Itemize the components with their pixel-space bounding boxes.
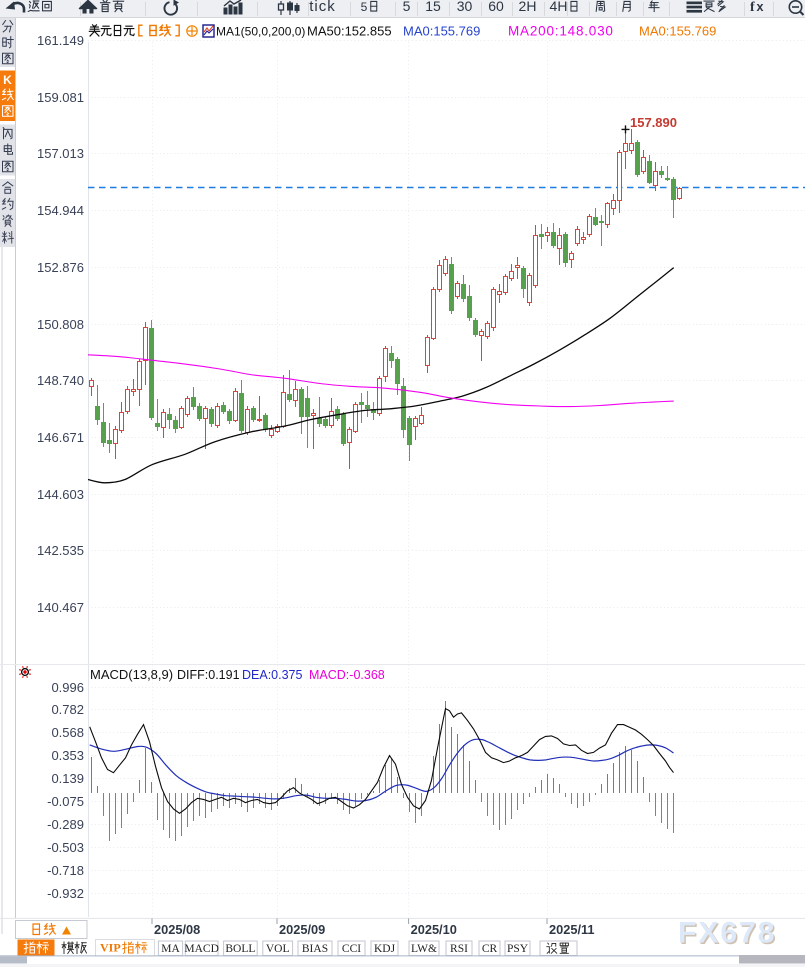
svg-text:-0.932: -0.932: [47, 886, 84, 901]
svg-text:0.568: 0.568: [51, 725, 84, 740]
svg-text:VOL: VOL: [266, 943, 290, 955]
svg-text:5: 5: [361, 0, 368, 14]
svg-text:BIAS: BIAS: [302, 943, 328, 955]
svg-text:tick: tick: [309, 0, 336, 15]
svg-text:-0.718: -0.718: [47, 863, 84, 878]
svg-text:MA: MA: [161, 943, 180, 955]
svg-text:MA50:152.855: MA50:152.855: [307, 24, 392, 39]
svg-text:-0.075: -0.075: [47, 794, 84, 809]
svg-text:MA0:155.769: MA0:155.769: [639, 24, 716, 39]
svg-text:146.671: 146.671: [37, 430, 84, 445]
svg-text:KDJ: KDJ: [374, 943, 396, 955]
svg-text:FX678: FX678: [680, 918, 778, 951]
svg-text:140.467: 140.467: [37, 600, 84, 615]
svg-text:2025/11: 2025/11: [549, 922, 595, 937]
svg-text:144.603: 144.603: [37, 487, 84, 502]
svg-text:2H: 2H: [519, 0, 537, 14]
svg-text:MA200:148.030: MA200:148.030: [508, 24, 614, 39]
svg-text:0.782: 0.782: [51, 702, 84, 717]
svg-text:CCI: CCI: [342, 943, 361, 955]
svg-text:15: 15: [425, 0, 441, 14]
svg-text:30: 30: [457, 0, 473, 14]
svg-text:RSI: RSI: [450, 943, 468, 955]
svg-text:161.149: 161.149: [37, 33, 84, 48]
svg-text:2025/10: 2025/10: [411, 922, 457, 937]
svg-text:-0.289: -0.289: [47, 817, 84, 832]
svg-text:157.890: 157.890: [630, 115, 677, 130]
svg-text:MACD: MACD: [184, 943, 219, 955]
svg-text:CR: CR: [482, 943, 498, 955]
svg-text:K: K: [3, 73, 12, 87]
svg-text:4H: 4H: [550, 0, 568, 14]
svg-text:MA1(50,0,200,0): MA1(50,0,200,0): [216, 25, 305, 39]
svg-text:159.081: 159.081: [37, 90, 84, 105]
svg-text:60: 60: [488, 0, 504, 14]
svg-text:148.740: 148.740: [37, 373, 84, 388]
svg-text:MACD(13,8,9): MACD(13,8,9): [90, 667, 173, 682]
svg-text:BOLL: BOLL: [225, 943, 255, 955]
svg-text:x: x: [757, 0, 764, 14]
svg-text:f: f: [750, 0, 755, 15]
svg-text:VIP: VIP: [100, 941, 121, 955]
svg-text:DEA:0.375: DEA:0.375: [242, 668, 303, 682]
svg-text:142.535: 142.535: [37, 543, 84, 558]
svg-text:DIFF:0.191: DIFF:0.191: [177, 668, 240, 682]
svg-text:5: 5: [403, 0, 411, 14]
svg-text:PSY: PSY: [507, 943, 529, 955]
svg-text:152.876: 152.876: [37, 260, 84, 275]
svg-text:MA0:155.769: MA0:155.769: [403, 24, 480, 39]
svg-text:2025/09: 2025/09: [279, 922, 325, 937]
svg-text:FX678: FX678: [678, 917, 776, 950]
svg-text:154.944: 154.944: [37, 203, 84, 218]
svg-text:MACD:-0.368: MACD:-0.368: [309, 668, 385, 682]
svg-text:LW&: LW&: [411, 943, 437, 955]
svg-text:0.353: 0.353: [51, 748, 84, 763]
svg-text:0.139: 0.139: [51, 771, 84, 786]
svg-text:150.808: 150.808: [37, 317, 84, 332]
svg-text:0.996: 0.996: [51, 680, 84, 695]
svg-text:157.013: 157.013: [37, 146, 84, 161]
svg-text:2025/08: 2025/08: [154, 922, 200, 937]
svg-text:-0.503: -0.503: [47, 840, 84, 855]
